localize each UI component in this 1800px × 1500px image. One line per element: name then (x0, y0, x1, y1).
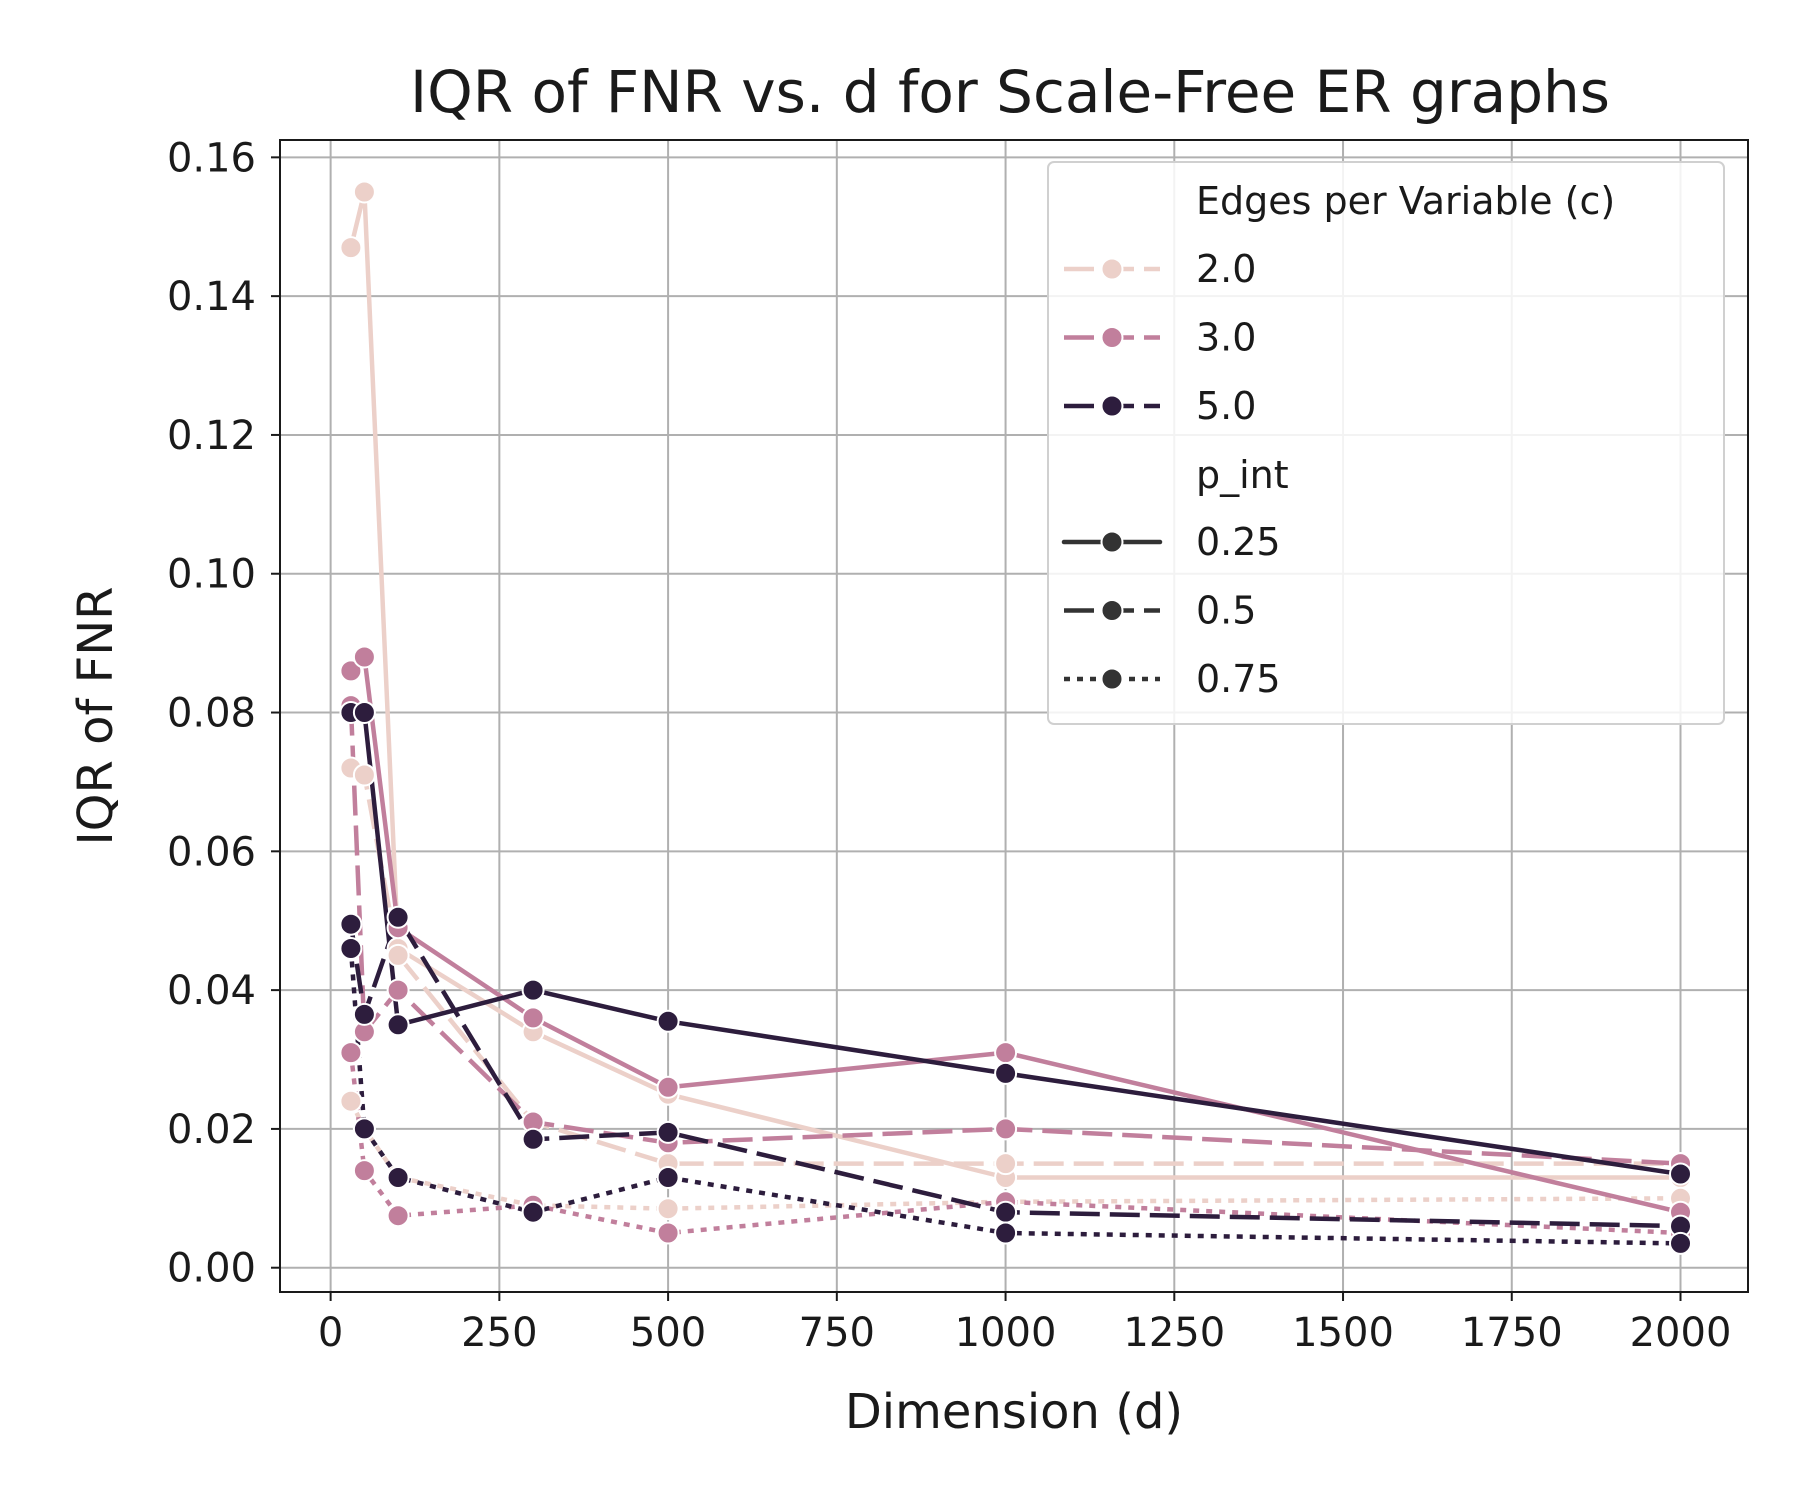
data-point (386, 1166, 410, 1189)
y-tick-label: 0.06 (167, 829, 256, 875)
legend-label: 3.0 (1196, 316, 1256, 360)
data-point (352, 645, 376, 669)
data-point (656, 1197, 680, 1221)
data-point (339, 937, 363, 960)
y-tick-label: 0.02 (167, 1107, 256, 1153)
y-tick-label: 0.12 (167, 413, 256, 459)
x-axis: 0 250 500 750 1000 1250 1500 1750 2000 (318, 1292, 1732, 1356)
data-point (386, 1013, 410, 1037)
legend-style-title: p_int (1196, 453, 1289, 497)
data-point (339, 236, 363, 260)
data-point (352, 1159, 376, 1183)
y-tick-label: 0.10 (167, 552, 256, 598)
legend-box (1047, 161, 1725, 725)
legend-swatch-marker (1100, 394, 1124, 418)
data-point (339, 1041, 363, 1065)
data-point (656, 1221, 680, 1245)
data-point (386, 1204, 410, 1228)
data-point (994, 1041, 1018, 1065)
data-point (656, 1075, 680, 1099)
data-point (352, 701, 376, 724)
legend-label: 0.5 (1196, 589, 1256, 633)
y-tick-label: 0.08 (167, 691, 256, 737)
data-point (352, 180, 376, 204)
legend-label: 5.0 (1196, 384, 1256, 428)
data-point (656, 1120, 680, 1144)
data-point (994, 1221, 1018, 1245)
x-axis-label: Dimension (d) (845, 1384, 1183, 1440)
legend-label: 0.75 (1196, 657, 1281, 701)
data-point (352, 1002, 376, 1026)
data-point (352, 763, 376, 787)
series-layer (339, 180, 1692, 1255)
x-tick-label: 1750 (1461, 1310, 1563, 1356)
data-point (1669, 1231, 1692, 1255)
data-point (994, 1061, 1018, 1085)
data-point (521, 1006, 545, 1030)
x-tick-label: 1000 (955, 1310, 1057, 1356)
legend: Edges per Variable (c) p_int 2.0 3.0 5.0 0.… (1047, 161, 1725, 725)
data-point (521, 978, 545, 1002)
x-tick-label: 2000 (1630, 1310, 1732, 1356)
y-tick-label: 0.04 (167, 968, 256, 1014)
data-point (656, 1166, 680, 1189)
legend-label: 0.25 (1196, 520, 1281, 564)
data-point (1669, 1162, 1692, 1186)
data-point (339, 659, 363, 683)
legend-hue-title: Edges per Variable (c) (1196, 179, 1615, 223)
chart-title: IQR of FNR vs. d for Scale-Free ER graph… (410, 58, 1610, 126)
x-tick-label: 500 (630, 1310, 706, 1356)
data-point (994, 1200, 1018, 1224)
y-tick-label: 0.14 (167, 274, 256, 320)
legend-swatch-marker (1100, 530, 1124, 554)
x-tick-label: 1250 (1123, 1310, 1225, 1356)
y-axis-label: IQR of FNR (68, 587, 124, 846)
data-point (352, 1117, 376, 1141)
data-point (386, 943, 410, 967)
data-point (994, 1117, 1018, 1141)
data-point (994, 1152, 1018, 1176)
data-point (339, 912, 363, 936)
legend-entries: 2.0 3.0 5.0 0.25 0.5 0.75 (1061, 247, 1281, 701)
plot-frame (279, 139, 1749, 1293)
legend-swatch-marker (1100, 326, 1124, 349)
legend-label: 2.0 (1196, 247, 1256, 291)
y-axis: 0.00 0.02 0.04 0.06 0.08 0.10 0.12 0.14 0.16 (167, 135, 280, 1292)
data-point (339, 1089, 363, 1113)
y-tick-label: 0.00 (167, 1246, 256, 1292)
x-tick-label: 1500 (1292, 1310, 1394, 1356)
data-point (521, 1200, 545, 1224)
data-point (386, 905, 410, 929)
legend-swatch-marker (1100, 599, 1124, 622)
x-tick-label: 750 (799, 1310, 875, 1356)
x-tick-label: 0 (318, 1310, 343, 1356)
x-tick-label: 250 (461, 1310, 537, 1356)
legend-swatch-marker (1100, 667, 1124, 691)
data-point (521, 1127, 545, 1151)
legend-swatch-marker (1100, 257, 1124, 281)
data-point (656, 1009, 680, 1033)
data-point (386, 978, 410, 1002)
y-tick-label: 0.16 (167, 135, 256, 181)
